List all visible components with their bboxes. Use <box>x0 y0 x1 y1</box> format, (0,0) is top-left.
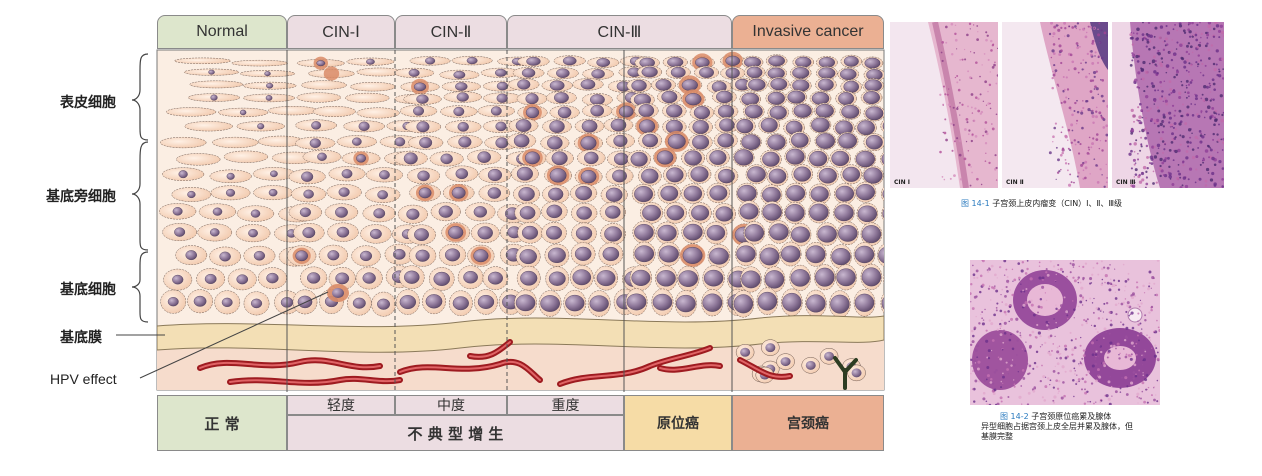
footer-dysplasia: 不 典 型 增 生 <box>287 415 624 451</box>
brace-basal <box>131 251 149 323</box>
label-basal-cells: 基底细胞 <box>60 282 116 298</box>
label-parabasal-cells: 基底旁细胞 <box>46 189 116 205</box>
photo-cin1 <box>890 22 998 188</box>
figure-14-2-line2: 基膜完整 <box>981 432 1013 441</box>
footer-severe: 重度 <box>507 395 624 415</box>
blood-vessels <box>197 339 866 390</box>
header-cin1: CIN-Ⅰ <box>287 15 395 49</box>
figure-14-1-text: 子宫颈上皮内瘤变（CIN）Ⅰ、Ⅱ、Ⅲ级 <box>992 199 1122 208</box>
footer-carcinoma-in-situ: 原位癌 <box>624 395 732 451</box>
footer-normal: 正 常 <box>157 395 287 451</box>
photo-cin3 <box>1112 22 1224 188</box>
hpv-effect-pointer <box>139 291 329 379</box>
figure-14-2-number: 图 14-2 <box>1000 412 1029 421</box>
photo-cin2 <box>1002 22 1108 188</box>
footer-moderate: 中度 <box>395 395 507 415</box>
label-basement-membrane: 基底膜 <box>60 330 102 346</box>
figure-14-2-title: 子宫颈原位癌累及腺体 <box>1031 412 1112 421</box>
label-epidermal-cells: 表皮细胞 <box>60 95 116 111</box>
brace-epidermal <box>131 53 149 141</box>
photo-label-cin3: CIN Ⅲ <box>1116 179 1136 186</box>
figure-14-2-caption: 图 14-2 子宫颈原位癌累及腺体 <box>1000 411 1111 422</box>
brace-parabasal <box>131 141 149 251</box>
basement-membrane <box>157 315 884 353</box>
photo-label-cin1: CIN Ⅰ <box>894 179 910 186</box>
photo-label-cin2: CIN Ⅱ <box>1006 179 1024 186</box>
epithelium-cells <box>159 51 884 318</box>
figure-14-1-number: 图 14-1 <box>961 199 990 208</box>
header-cin2: CIN-Ⅱ <box>395 15 507 49</box>
footer-cervical-cancer: 宫颈癌 <box>732 395 884 451</box>
lymph-vessel <box>833 356 858 390</box>
figure-14-1-caption: 图 14-1 子宫颈上皮内瘤变（CIN）Ⅰ、Ⅱ、Ⅲ级 <box>961 198 1122 209</box>
layer-braces <box>131 53 149 323</box>
header-normal: Normal <box>157 15 287 49</box>
label-hpv-effect: HPV effect <box>50 371 117 387</box>
photo-in-situ-glands <box>970 260 1160 405</box>
figure-14-2-line1: 异型细胞占据宫颈上皮全层并累及腺体，但 <box>981 422 1133 431</box>
footer-mild: 轻度 <box>287 395 395 415</box>
header-invasive-cancer: Invasive cancer <box>732 15 884 49</box>
header-cin3: CIN-Ⅲ <box>507 15 732 49</box>
